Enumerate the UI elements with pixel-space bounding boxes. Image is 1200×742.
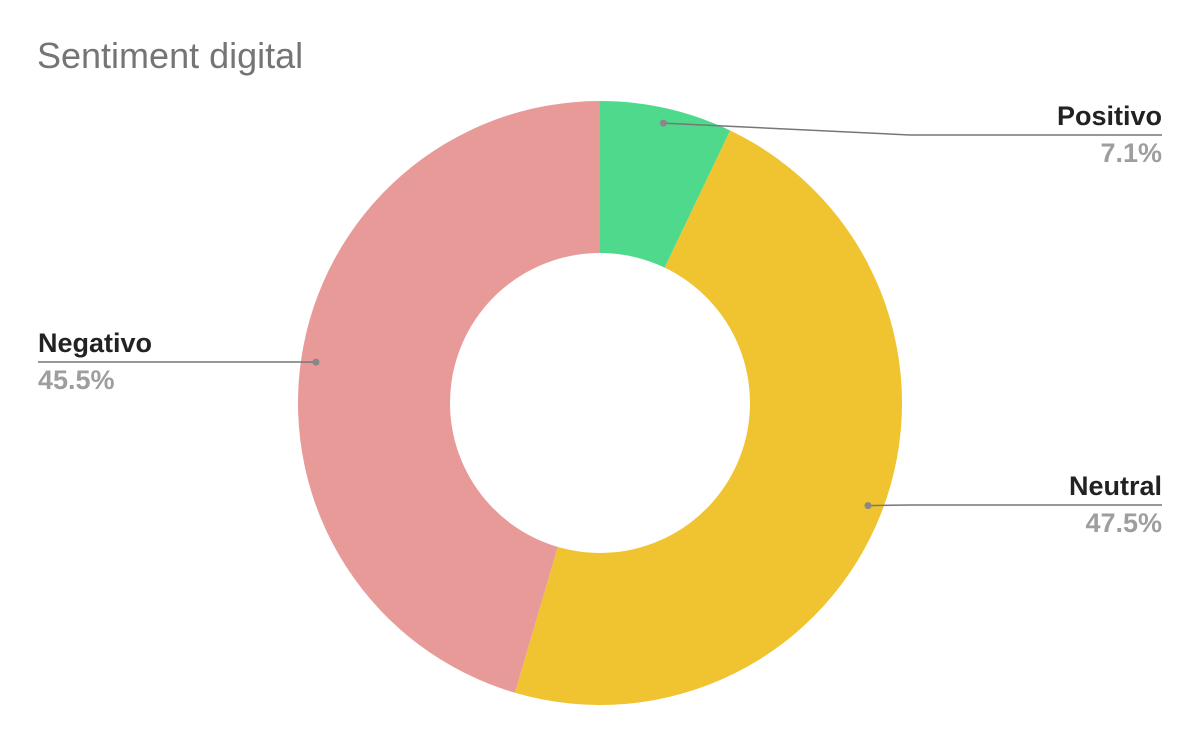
slice-label: Positivo bbox=[1057, 101, 1162, 131]
leader-dot bbox=[312, 358, 320, 366]
slice-label: Neutral bbox=[1069, 471, 1162, 501]
leader-dot bbox=[864, 502, 872, 510]
slice-value-label: 7.1% bbox=[1100, 138, 1162, 168]
slice-value-label: 45.5% bbox=[38, 365, 115, 395]
slice-label: Negativo bbox=[38, 328, 152, 358]
chart-title: Sentiment digital bbox=[37, 35, 303, 76]
leader-line bbox=[663, 122, 1162, 136]
leader-dot bbox=[659, 119, 667, 127]
slice-value-label: 47.5% bbox=[1085, 508, 1162, 538]
donut-slice bbox=[514, 130, 903, 706]
donut-slice bbox=[298, 101, 600, 693]
leader-line bbox=[868, 504, 1162, 507]
donut-slice bbox=[600, 101, 731, 268]
